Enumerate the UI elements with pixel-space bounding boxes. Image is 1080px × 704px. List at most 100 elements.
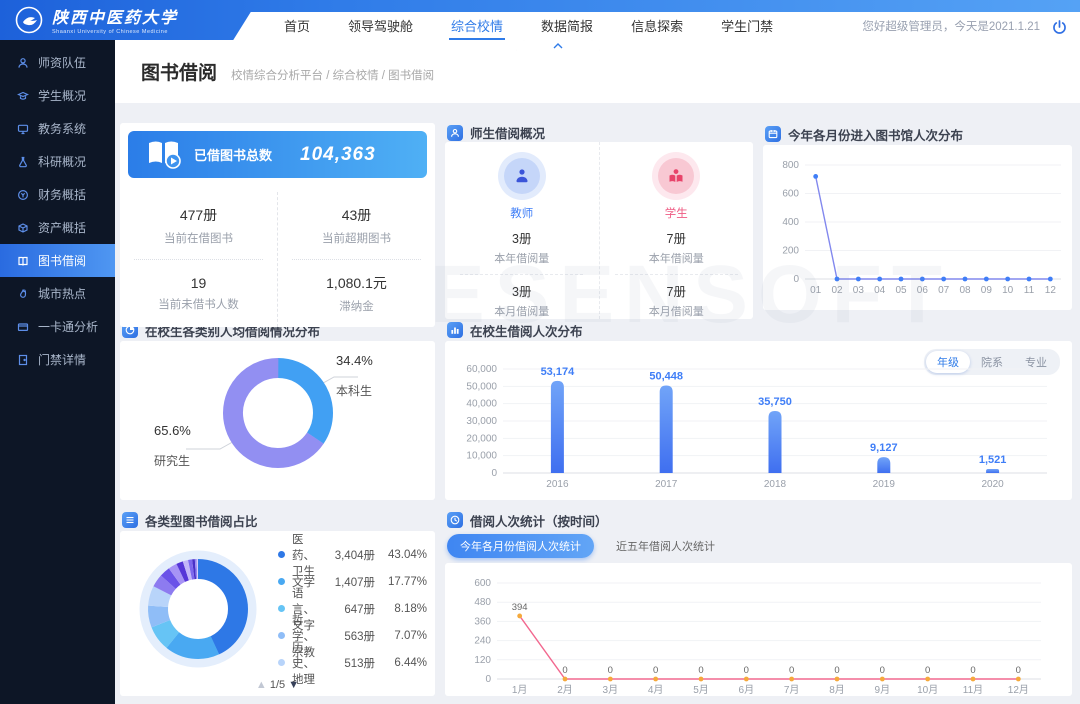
svg-text:0: 0 (608, 665, 613, 676)
svg-text:240: 240 (474, 636, 491, 647)
legend-dot-1 (278, 578, 285, 585)
svg-text:8月: 8月 (829, 684, 845, 696)
svg-text:0: 0 (793, 274, 799, 285)
pager-down-icon[interactable]: ▼ (288, 679, 300, 691)
svg-text:50,448: 50,448 (649, 371, 683, 383)
card-title: 在校生各类别人均借阅情况分布 (145, 324, 321, 339)
nav-data-brief[interactable]: 数据简报 (541, 18, 594, 34)
sidebar-item-research[interactable]: 科研概况 (0, 145, 115, 178)
user-greeting: 您好超级管理员，今天是2021.1.21 (862, 21, 1040, 33)
monthly-stats-button[interactable]: 今年各月份借阅人次统计 (447, 534, 594, 558)
svg-text:12: 12 (1045, 285, 1057, 296)
svg-text:200: 200 (782, 246, 799, 257)
university-name-en: Shaanxi University of Chinese Medicine (52, 29, 168, 35)
university-logo: 陕西中医药大学 Shaanxi University of Chinese Me… (14, 4, 178, 35)
nav-student-gate[interactable]: 学生门禁 (721, 18, 774, 34)
legend-row: 历史、地理 513册 6.44% (278, 642, 427, 686)
book-icon (18, 256, 28, 266)
borrow-by-time-line-chart: 0 120 240 360 480 600 1月 394 2月 0 3月 0 4月 0 5月 0 6月 0 7月 0 8… (474, 578, 1041, 696)
svg-text:0: 0 (485, 674, 491, 685)
nav-collapse-handle[interactable] (516, 40, 600, 51)
undergrad-callout: 34.4% 本科生 (336, 353, 373, 398)
svg-text:2017: 2017 (655, 479, 678, 490)
flask-icon (19, 156, 27, 167)
main-content: 图书借阅 校情综合分析平台 / 综合校情 / 图书借阅 (115, 40, 1080, 704)
sidebar-item-finance[interactable]: 财务概括 (0, 178, 115, 211)
svg-text:6月: 6月 (739, 684, 755, 696)
sidebar-item-students[interactable]: 学生概况 (0, 79, 115, 112)
tab-grade[interactable]: 年级 (926, 351, 970, 373)
university-name-cn: 陕西中医药大学 (52, 10, 179, 27)
banner-value: 104,363 (300, 143, 376, 165)
logout-power-icon[interactable] (1051, 19, 1068, 41)
svg-text:53,174: 53,174 (541, 366, 576, 378)
svg-text:360: 360 (474, 616, 491, 627)
svg-text:2020: 2020 (981, 479, 1004, 490)
teacher-column: 教师 3册 本年借阅量 3册 本月借阅量 (445, 142, 600, 319)
stat-no-borrow-people: 19 当前未借书人数 (134, 259, 263, 327)
nav-info-explore[interactable]: 信息探索 (631, 18, 684, 34)
student-year-borrow: 7册 本年借阅量 (648, 232, 704, 265)
legend-row: 医药、卫生 3,404册 43.04% (278, 534, 427, 578)
svg-text:600: 600 (474, 578, 491, 589)
box-icon (18, 222, 28, 233)
monitor-icon (17, 124, 29, 134)
borrow-by-grade-bar-chart: 0 10,000 20,000 30,000 40,000 50,000 60,000 53,… (466, 364, 1047, 490)
borrow-by-time-card: 0 120 240 360 480 600 1月 394 2月 0 3月 0 4月 0 5月 0 6月 0 7月 0 8… (445, 563, 1072, 696)
time-filter-buttons: 今年各月份借阅人次统计 近五年借阅人次统计 (447, 533, 1072, 559)
sidebar-item-academic[interactable]: 教务系统 (0, 112, 115, 145)
student-column: 学生 7册 本年借阅量 7册 本月借阅量 (600, 142, 754, 319)
svg-text:10,000: 10,000 (466, 451, 497, 462)
sidebar-item-onecard[interactable]: 一卡通分析 (0, 310, 115, 343)
breadcrumb: 校情综合分析平台 / 综合校情 / 图书借阅 (231, 70, 435, 82)
sidebar-item-library[interactable]: 图书借阅 (0, 244, 115, 277)
library-entries-line-chart: 0 200 400 600 800 01 02 03 04 05 06 07 08 09 10 11 12 (782, 160, 1061, 296)
svg-text:06: 06 (917, 285, 929, 296)
nav-campus-overview[interactable]: 综合校情 (449, 12, 506, 40)
svg-text:0: 0 (491, 468, 497, 479)
svg-text:35,750: 35,750 (758, 396, 792, 408)
stat-overdue-books: 43册 当前超期图书 (322, 207, 391, 245)
svg-text:02: 02 (831, 285, 843, 296)
page-title: 图书借阅 (141, 63, 218, 84)
stat-late-fee: 1,080.1元 滞纳金 (292, 259, 421, 327)
card-title: 在校生借阅人次分布 (470, 324, 583, 339)
total-borrowed-banner: 已借图书总数 104,363 (128, 131, 427, 178)
sidebar-item-gate-detail[interactable]: 门禁详情 (0, 343, 115, 376)
svg-text:3月: 3月 (603, 684, 619, 696)
svg-text:120: 120 (474, 655, 491, 666)
teacher-icon (18, 57, 28, 68)
nav-cockpit[interactable]: 领导驾驶舱 (348, 18, 414, 34)
svg-text:30,000: 30,000 (466, 416, 497, 427)
clock-icon (447, 512, 463, 528)
sidebar: 师资队伍 学生概况 教务系统 科研概况 财务概括 资产概括 图书借阅 城市热点 (0, 40, 115, 704)
svg-text:0: 0 (653, 665, 658, 676)
book-type-legend: 医药、卫生 3,404册 43.04% 文学 1,407册 17.77% (278, 534, 427, 686)
list-icon (122, 512, 138, 528)
banner-label: 已借图书总数 (194, 148, 273, 163)
sidebar-item-faculty[interactable]: 师资队伍 (0, 46, 115, 79)
svg-text:0: 0 (970, 665, 975, 676)
nav-home[interactable]: 首页 (284, 18, 311, 34)
coin-icon (17, 189, 29, 200)
calendar-icon (765, 126, 781, 142)
legend-dot-2 (278, 605, 285, 612)
tab-department[interactable]: 院系 (981, 357, 1003, 369)
flame-icon (19, 288, 27, 298)
svg-text:08: 08 (959, 285, 971, 296)
five-year-stats-button[interactable]: 近五年借阅人次统计 (616, 541, 715, 553)
svg-text:5月: 5月 (693, 684, 709, 696)
book-type-card: 医药、卫生 3,404册 43.04% 文学 1,407册 17.77% (120, 531, 435, 696)
per-capita-card: 34.4% 本科生 65.6% 研究生 (120, 341, 435, 500)
teacher-label: 教师 (510, 208, 534, 220)
sidebar-item-city-hotspot[interactable]: 城市热点 (0, 277, 115, 310)
svg-text:0: 0 (698, 665, 703, 676)
svg-text:2019: 2019 (873, 479, 896, 490)
tab-major[interactable]: 专业 (1025, 357, 1047, 369)
grade-tab-group: 年级 院系 专业 (924, 349, 1060, 375)
svg-text:60,000: 60,000 (466, 364, 497, 375)
pager-up-icon[interactable]: ▲ (255, 679, 267, 691)
legend-dot-4 (278, 659, 285, 666)
sidebar-item-assets[interactable]: 资产概括 (0, 211, 115, 244)
svg-text:0: 0 (789, 665, 794, 676)
